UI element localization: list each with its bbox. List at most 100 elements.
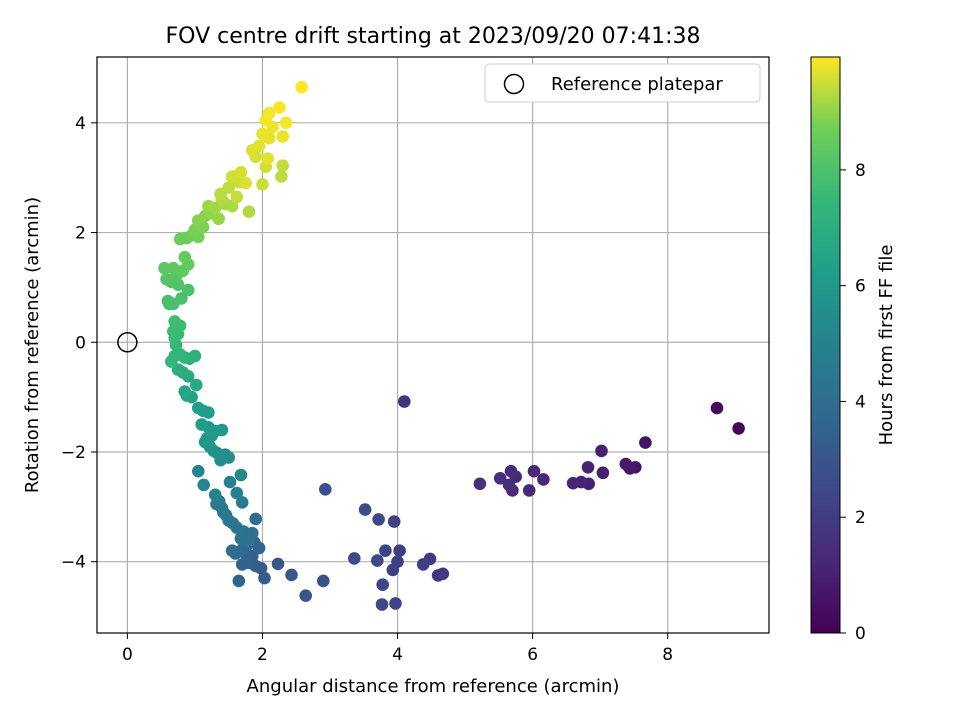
colorbar-ticks: 0 2 4 6 8 bbox=[840, 161, 866, 644]
data-point bbox=[527, 464, 541, 478]
y-tick-label: 2 bbox=[75, 224, 86, 244]
data-point bbox=[431, 569, 445, 582]
data-point bbox=[619, 457, 633, 471]
data-point bbox=[225, 544, 239, 557]
data-point bbox=[285, 568, 298, 582]
colorbar-gradient bbox=[810, 56, 841, 634]
data-point bbox=[348, 552, 361, 565]
data-point bbox=[178, 250, 192, 264]
data-point bbox=[522, 484, 536, 497]
data-point bbox=[537, 473, 550, 486]
data-point bbox=[256, 127, 269, 141]
data-point bbox=[261, 152, 275, 165]
data-point bbox=[493, 472, 507, 485]
legend-label: Reference platepar bbox=[551, 74, 723, 95]
colorbar: 0 2 4 6 8 Hours from first FF file bbox=[810, 56, 897, 644]
data-point bbox=[319, 483, 332, 496]
y-tick-label: −4 bbox=[61, 553, 86, 573]
data-point bbox=[158, 261, 171, 275]
data-point bbox=[252, 139, 266, 153]
data-point bbox=[190, 378, 203, 392]
data-point bbox=[566, 476, 580, 490]
data-point bbox=[502, 478, 516, 492]
data-point bbox=[175, 292, 188, 305]
data-point bbox=[386, 563, 400, 577]
data-point bbox=[230, 190, 244, 204]
colorbar-tick-label: 8 bbox=[855, 161, 866, 181]
data-point bbox=[225, 199, 239, 213]
reference-platepar-marker bbox=[117, 332, 138, 353]
plot-frame bbox=[96, 56, 770, 634]
data-point bbox=[595, 444, 608, 458]
data-point bbox=[416, 558, 430, 571]
data-point bbox=[379, 544, 392, 557]
data-point bbox=[258, 571, 271, 585]
data-point bbox=[387, 515, 401, 528]
data-point bbox=[208, 488, 222, 502]
data-point bbox=[173, 232, 187, 246]
data-point bbox=[710, 401, 724, 415]
data-point bbox=[317, 574, 330, 588]
data-point bbox=[217, 506, 230, 519]
y-tick-label: 4 bbox=[75, 114, 86, 134]
data-point bbox=[230, 486, 244, 500]
data-point bbox=[234, 532, 248, 545]
colorbar-tick-label: 6 bbox=[855, 277, 866, 297]
data-point bbox=[276, 159, 290, 172]
data-point bbox=[165, 355, 178, 368]
data-point bbox=[473, 477, 487, 491]
data-point bbox=[271, 557, 285, 571]
x-axis-ticks: 0 2 4 6 8 bbox=[122, 633, 673, 665]
y-axis-label: Rotation from reference (arcmin) bbox=[22, 197, 43, 493]
data-point bbox=[235, 558, 249, 571]
x-tick-label: 6 bbox=[527, 645, 538, 665]
data-point bbox=[181, 283, 195, 297]
data-point bbox=[202, 406, 215, 419]
legend-box bbox=[484, 63, 761, 103]
y-tick-label: 0 bbox=[75, 333, 86, 353]
data-point bbox=[276, 130, 290, 143]
data-point bbox=[249, 512, 262, 526]
colorbar-tick-label: 4 bbox=[855, 392, 866, 412]
data-point bbox=[234, 165, 248, 179]
chart-title: FOV centre drift starting at 2023/09/20 … bbox=[166, 24, 701, 49]
x-axis-label: Angular distance from reference (arcmin) bbox=[247, 676, 620, 697]
data-point bbox=[239, 176, 252, 190]
y-axis-ticks: −4 −2 0 2 4 bbox=[61, 114, 97, 573]
data-point bbox=[275, 170, 288, 183]
data-point bbox=[256, 178, 269, 191]
data-point bbox=[375, 598, 389, 611]
data-point bbox=[262, 106, 276, 120]
data-point bbox=[195, 418, 208, 431]
colorbar-label: Hours from first FF file bbox=[876, 245, 897, 446]
data-point bbox=[273, 101, 286, 114]
data-points bbox=[158, 80, 745, 611]
data-point bbox=[212, 212, 225, 226]
data-point bbox=[398, 395, 411, 408]
data-point bbox=[504, 464, 518, 478]
data-point bbox=[596, 466, 610, 480]
legend: Reference platepar bbox=[484, 63, 761, 103]
data-point bbox=[223, 475, 237, 489]
x-tick-label: 8 bbox=[662, 645, 673, 665]
data-point bbox=[197, 478, 210, 492]
data-point bbox=[234, 468, 248, 482]
data-point bbox=[376, 578, 390, 591]
data-point bbox=[178, 385, 192, 398]
data-point bbox=[168, 315, 181, 328]
data-point bbox=[299, 589, 313, 602]
colorbar-tick-label: 0 bbox=[855, 624, 866, 644]
colorbar-tick-label: 2 bbox=[855, 508, 866, 528]
data-point bbox=[222, 181, 235, 194]
data-point bbox=[295, 80, 308, 94]
data-point bbox=[371, 554, 384, 567]
legend-marker-icon bbox=[503, 73, 525, 95]
data-point bbox=[732, 422, 745, 435]
data-point bbox=[639, 436, 652, 449]
data-point bbox=[192, 464, 205, 478]
grid-lines bbox=[97, 57, 769, 633]
data-point bbox=[167, 261, 180, 275]
x-tick-label: 2 bbox=[257, 645, 268, 665]
data-point bbox=[235, 496, 249, 509]
